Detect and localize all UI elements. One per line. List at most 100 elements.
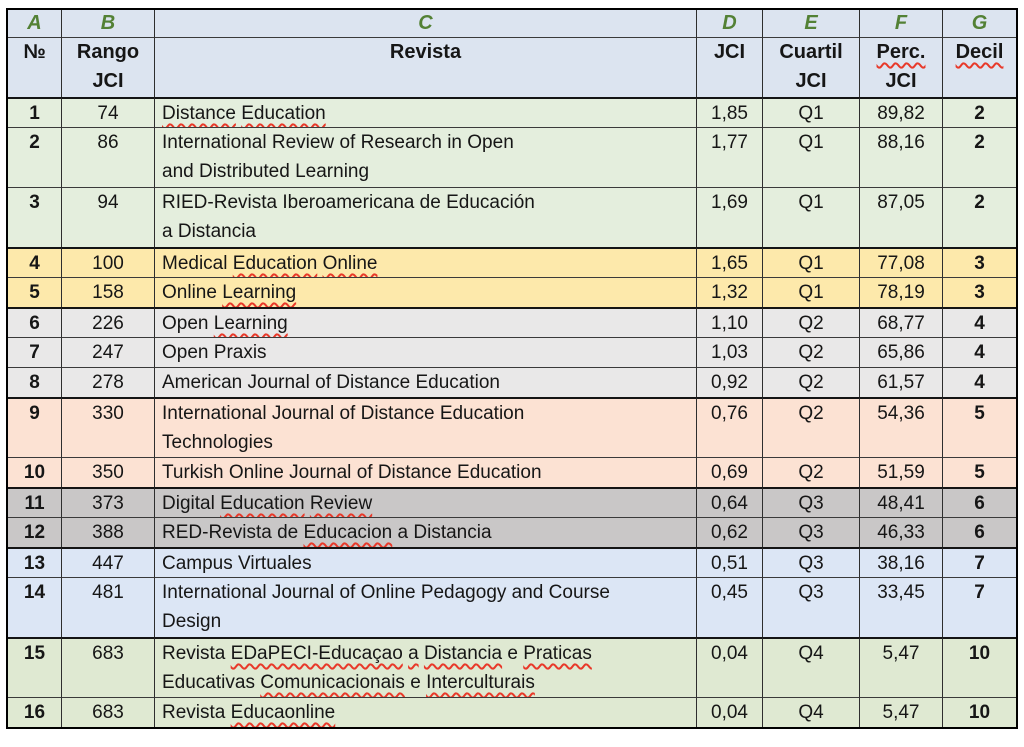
cell-perc-jci-row-8: 61,57 bbox=[860, 367, 943, 397]
cell-num-row-15: 15 bbox=[8, 637, 62, 697]
cell-cuartil-jci-row-7: Q2 bbox=[763, 337, 860, 367]
cell-cuartil-jci-row-3: Q1 bbox=[763, 187, 860, 247]
cell-revista-row-1: Distance Education bbox=[155, 97, 697, 127]
cell-num-row-8: 8 bbox=[8, 367, 62, 397]
cell-jci-row-11: 0,64 bbox=[697, 487, 763, 517]
column-letter-f: F bbox=[860, 10, 943, 37]
cell-perc-jci-row-4: 77,08 bbox=[860, 247, 943, 277]
cell-num-row-3: 3 bbox=[8, 187, 62, 247]
misspelled-word: Education bbox=[220, 493, 305, 514]
cell-revista-row-15: Revista EDaPECI-Educaçao a Distancia e P… bbox=[155, 637, 697, 697]
cell-decil-row-6: 4 bbox=[943, 307, 1016, 337]
cell-rango-jci-row-16: 683 bbox=[62, 697, 155, 727]
cell-perc-jci-row-1: 89,82 bbox=[860, 97, 943, 127]
column-letter-b: B bbox=[62, 10, 155, 37]
misspelled-word: Praticas bbox=[523, 643, 592, 664]
cell-revista-row-2: International Review of Research in Open… bbox=[155, 127, 697, 187]
cell-perc-jci-row-14: 33,45 bbox=[860, 577, 943, 637]
cell-rango-jci-row-11: 373 bbox=[62, 487, 155, 517]
column-letter-d: D bbox=[697, 10, 763, 37]
cell-decil-row-8: 4 bbox=[943, 367, 1016, 397]
cell-perc-jci-row-11: 48,41 bbox=[860, 487, 943, 517]
column-letter-e: E bbox=[763, 10, 860, 37]
cell-rango-jci-row-9: 330 bbox=[62, 397, 155, 457]
misspelled-word: Interculturais bbox=[426, 672, 535, 693]
cell-perc-jci-row-10: 51,59 bbox=[860, 457, 943, 487]
cell-revista-row-5: Online Learning bbox=[155, 277, 697, 307]
cell-revista-row-13: Campus Virtuales bbox=[155, 547, 697, 577]
cell-jci-row-1: 1,85 bbox=[697, 97, 763, 127]
cell-revista-row-9: International Journal of Distance Educat… bbox=[155, 397, 697, 457]
cell-jci-row-12: 0,62 bbox=[697, 517, 763, 547]
cell-jci-row-6: 1,10 bbox=[697, 307, 763, 337]
cell-decil-row-15: 10 bbox=[943, 637, 1016, 697]
cell-cuartil-jci-row-5: Q1 bbox=[763, 277, 860, 307]
cell-jci-row-16: 0,04 bbox=[697, 697, 763, 727]
cell-revista-row-11: Digital Education Review bbox=[155, 487, 697, 517]
cell-perc-jci-row-3: 87,05 bbox=[860, 187, 943, 247]
cell-perc-jci-row-15: 5,47 bbox=[860, 637, 943, 697]
cell-perc-jci-row-9: 54,36 bbox=[860, 397, 943, 457]
cell-perc-jci-row-12: 46,33 bbox=[860, 517, 943, 547]
cell-cuartil-jci-row-16: Q4 bbox=[763, 697, 860, 727]
jci-journal-ranking-table: A B C D E F G № Rango JCI Revista JCI Cuartil JCI Pe… bbox=[6, 8, 1018, 729]
misspelled-word: Educacion bbox=[303, 522, 393, 543]
cell-perc-jci-row-13: 38,16 bbox=[860, 547, 943, 577]
header-cuartil-jci: Cuartil JCI bbox=[763, 37, 860, 97]
cell-rango-jci-row-6: 226 bbox=[62, 307, 155, 337]
cell-perc-jci-row-6: 68,77 bbox=[860, 307, 943, 337]
cell-num-row-6: 6 bbox=[8, 307, 62, 337]
cell-decil-row-16: 10 bbox=[943, 697, 1016, 727]
cell-cuartil-jci-row-4: Q1 bbox=[763, 247, 860, 277]
header-rango-jci: Rango JCI bbox=[62, 37, 155, 97]
cell-cuartil-jci-row-13: Q3 bbox=[763, 547, 860, 577]
misspelled-word: Learning bbox=[222, 282, 297, 303]
misspelled-word: Education bbox=[232, 253, 318, 274]
cell-jci-row-7: 1,03 bbox=[697, 337, 763, 367]
cell-rango-jci-row-14: 481 bbox=[62, 577, 155, 637]
cell-num-row-16: 16 bbox=[8, 697, 62, 727]
cell-cuartil-jci-row-14: Q3 bbox=[763, 577, 860, 637]
cell-cuartil-jci-row-11: Q3 bbox=[763, 487, 860, 517]
misspelled-word: Distancia bbox=[423, 643, 503, 664]
header-num: № bbox=[8, 37, 62, 97]
cell-rango-jci-row-1: 74 bbox=[62, 97, 155, 127]
cell-cuartil-jci-row-1: Q1 bbox=[763, 97, 860, 127]
cell-revista-row-7: Open Praxis bbox=[155, 337, 697, 367]
cell-revista-row-4: Medical Education Online bbox=[155, 247, 697, 277]
cell-rango-jci-row-4: 100 bbox=[62, 247, 155, 277]
cell-decil-row-2: 2 bbox=[943, 127, 1016, 187]
misspelled-word: Decil bbox=[955, 41, 1004, 63]
cell-decil-row-3: 2 bbox=[943, 187, 1016, 247]
cell-rango-jci-row-13: 447 bbox=[62, 547, 155, 577]
cell-num-row-2: 2 bbox=[8, 127, 62, 187]
cell-revista-row-14: International Journal of Online Pedagogy… bbox=[155, 577, 697, 637]
cell-jci-row-10: 0,69 bbox=[697, 457, 763, 487]
misspelled-word: Learning bbox=[213, 313, 288, 334]
cell-jci-row-4: 1,65 bbox=[697, 247, 763, 277]
cell-cuartil-jci-row-12: Q3 bbox=[763, 517, 860, 547]
cell-revista-row-6: Open Learning bbox=[155, 307, 697, 337]
cell-cuartil-jci-row-8: Q2 bbox=[763, 367, 860, 397]
cell-decil-row-14: 7 bbox=[943, 577, 1016, 637]
column-letter-a: A bbox=[8, 10, 62, 37]
misspelled-word: Education bbox=[241, 103, 326, 124]
cell-decil-row-12: 6 bbox=[943, 517, 1016, 547]
cell-jci-row-8: 0,92 bbox=[697, 367, 763, 397]
cell-decil-row-11: 6 bbox=[943, 487, 1016, 517]
cell-jci-row-3: 1,69 bbox=[697, 187, 763, 247]
cell-revista-row-12: RED-Revista de Educacion a Distancia bbox=[155, 517, 697, 547]
cell-num-row-11: 11 bbox=[8, 487, 62, 517]
misspelled-word: Online bbox=[322, 253, 378, 274]
misspelled-word: Comunicacionais bbox=[260, 672, 405, 693]
header-decil: Decil bbox=[943, 37, 1016, 97]
cell-rango-jci-row-8: 278 bbox=[62, 367, 155, 397]
misspelled-word: Distance bbox=[162, 103, 236, 124]
misspelled-word: EDaPECI-Educaçao bbox=[230, 643, 403, 664]
cell-rango-jci-row-5: 158 bbox=[62, 277, 155, 307]
cell-cuartil-jci-row-2: Q1 bbox=[763, 127, 860, 187]
cell-revista-row-3: RIED-Revista Iberoamericana de Educación… bbox=[155, 187, 697, 247]
cell-rango-jci-row-12: 388 bbox=[62, 517, 155, 547]
cell-num-row-10: 10 bbox=[8, 457, 62, 487]
